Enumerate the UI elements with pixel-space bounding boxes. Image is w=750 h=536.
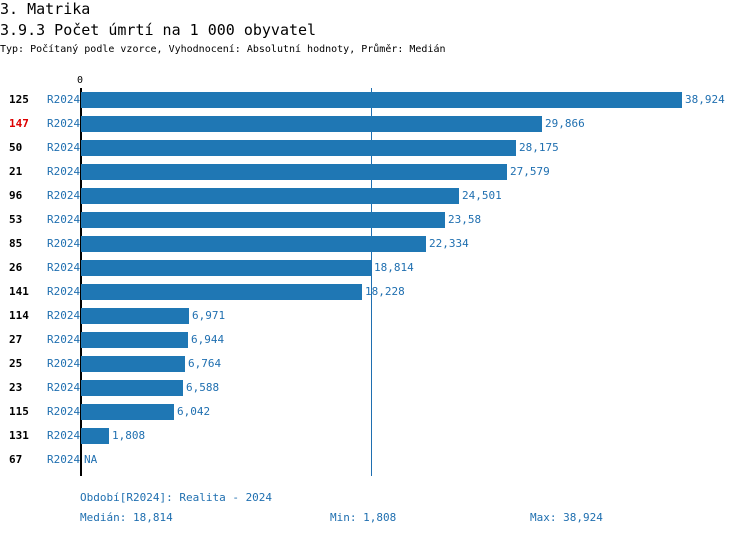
bar: [81, 308, 189, 324]
row-rank: 27: [9, 333, 23, 346]
bar-value-label: 29,866: [545, 117, 585, 130]
footer-max: Max: 38,924: [530, 511, 603, 524]
footer-period: Období[R2024]: Realita - 2024: [80, 491, 273, 504]
bar: [81, 236, 426, 252]
row-period-label: R2024: [47, 141, 81, 154]
bar-value-label: 23,58: [448, 213, 482, 226]
bar-value-label: 6,588: [186, 381, 220, 394]
median-line: [371, 88, 372, 476]
row-rank: 115: [9, 405, 29, 418]
row-rank: 96: [9, 189, 23, 202]
bar: [81, 140, 516, 156]
bar-value-label: 27,579: [510, 165, 550, 178]
row-rank: 53: [9, 213, 23, 226]
row-rank: 131: [9, 429, 29, 442]
row-rank: 26: [9, 261, 23, 274]
row-rank: 85: [9, 237, 23, 250]
bar-value-label: 18,814: [374, 261, 414, 274]
y-axis-line: [80, 88, 82, 476]
row-rank: 23: [9, 381, 23, 394]
bar-value-label: NA: [84, 453, 98, 466]
row-period-label: R2024: [47, 165, 81, 178]
row-period-label: R2024: [47, 333, 81, 346]
bar-value-label: 6,944: [191, 333, 225, 346]
row-period-label: R2024: [47, 261, 81, 274]
bar-value-label: 24,501: [462, 189, 502, 202]
row-rank: 114: [9, 309, 29, 322]
bar: [81, 356, 185, 372]
row-period-label: R2024: [47, 237, 81, 250]
row-rank: 25: [9, 357, 23, 370]
row-period-label: R2024: [47, 453, 81, 466]
row-period-label: R2024: [47, 285, 81, 298]
row-period-label: R2024: [47, 93, 81, 106]
bar: [81, 116, 542, 132]
bar-value-label: 6,971: [192, 309, 226, 322]
row-rank: 67: [9, 453, 23, 466]
bar: [81, 428, 109, 444]
row-period-label: R2024: [47, 117, 81, 130]
row-rank: 125: [9, 93, 29, 106]
chart-subtitle: Typ: Počítaný podle vzorce, Vyhodnocení:…: [0, 44, 446, 55]
bar-value-label: 28,175: [519, 141, 559, 154]
bar: [81, 380, 183, 396]
bar: [81, 188, 459, 204]
footer-median: Medián: 18,814: [80, 511, 173, 524]
row-period-label: R2024: [47, 405, 81, 418]
row-rank: 147: [9, 117, 29, 130]
row-period-label: R2024: [47, 429, 81, 442]
row-period-label: R2024: [47, 309, 81, 322]
bar: [81, 164, 507, 180]
footer-min: Min: 1,808: [330, 511, 397, 524]
bar-value-label: 1,808: [112, 429, 146, 442]
row-rank: 21: [9, 165, 23, 178]
bar-value-label: 22,334: [429, 237, 469, 250]
bar: [81, 332, 188, 348]
bar: [81, 404, 174, 420]
row-period-label: R2024: [47, 381, 81, 394]
row-rank: 141: [9, 285, 29, 298]
bar-value-label: 18,228: [365, 285, 405, 298]
bar-value-label: 6,042: [177, 405, 211, 418]
row-period-label: R2024: [47, 357, 81, 370]
chart-title: 3.9.3 Počet úmrtí na 1 000 obyvatel: [0, 21, 317, 39]
bar: [81, 92, 682, 108]
bar: [81, 212, 445, 228]
bar-value-label: 38,924: [685, 93, 725, 106]
bar: [81, 260, 371, 276]
row-rank: 50: [9, 141, 23, 154]
section-heading: 3. Matrika: [0, 0, 91, 18]
row-period-label: R2024: [47, 213, 81, 226]
bar-value-label: 6,764: [188, 357, 222, 370]
row-period-label: R2024: [47, 189, 81, 202]
bar: [81, 284, 362, 300]
axis-zero-tick-label: 0: [77, 75, 84, 86]
